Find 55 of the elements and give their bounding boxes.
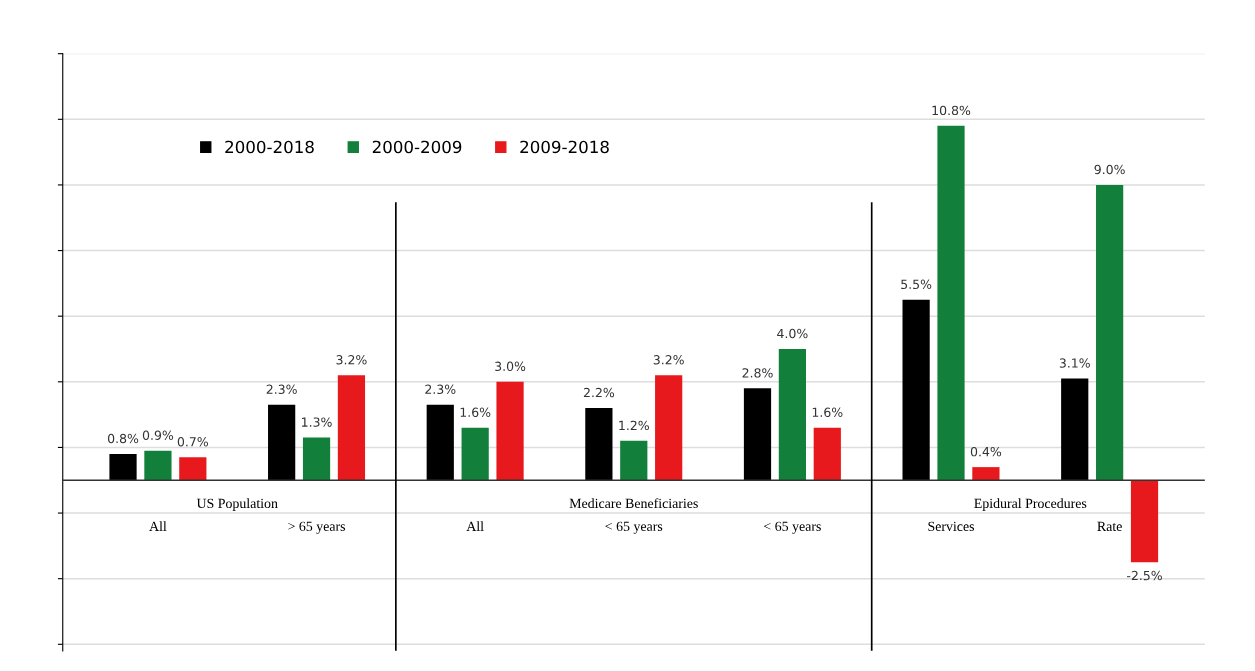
bar	[496, 381, 524, 481]
legend-label: 2000-2018	[225, 140, 314, 154]
x-tick-label: Services	[928, 521, 975, 532]
bar	[337, 375, 366, 481]
x-tick-label: All	[466, 521, 484, 531]
annotation: Epidural Procedures	[974, 498, 1087, 511]
bar	[813, 427, 841, 481]
bar	[1061, 378, 1089, 481]
bar	[743, 388, 772, 481]
x-tick-label: All	[149, 521, 167, 531]
data-label: 2.3%	[266, 384, 297, 395]
bar	[1096, 184, 1124, 481]
annotation: Medicare Beneficiaries	[569, 498, 698, 509]
data-label: 4.0%	[777, 328, 808, 339]
legend-label: 2009-2018	[520, 140, 609, 154]
data-label: 0.9%	[142, 430, 174, 440]
bar	[972, 467, 1000, 481]
data-label: 2.2%	[583, 387, 615, 398]
bar	[620, 440, 648, 481]
x-tick-label: < 65 years	[605, 521, 663, 534]
data-label: 2.3%	[425, 384, 456, 395]
data-label: 9.0%	[1094, 164, 1125, 175]
bar	[179, 457, 207, 481]
bar	[902, 299, 930, 481]
bar	[655, 375, 683, 481]
x-tick-label: < 65 years	[764, 521, 821, 534]
data-label: 1.6%	[812, 407, 843, 417]
x-tick-label: > 65 years	[288, 521, 346, 534]
bar	[426, 404, 454, 481]
data-label: 3.2%	[653, 355, 684, 365]
bar	[1130, 480, 1159, 563]
legend-label: 2000-2009	[372, 140, 462, 154]
x-tick-label: Rate	[1097, 521, 1122, 532]
data-label: 1.2%	[619, 420, 649, 431]
bar	[585, 408, 613, 481]
bar	[937, 125, 965, 481]
data-label: 3.1%	[1059, 358, 1090, 368]
data-label: 0.4%	[970, 446, 1002, 457]
data-label: 3.0%	[495, 361, 526, 372]
data-label: 5.5%	[901, 279, 932, 290]
data-label: 0.7%	[177, 437, 209, 447]
data-label: 2.8%	[742, 368, 773, 378]
data-label: 1.6%	[460, 407, 491, 417]
data-label: 10.8%	[932, 105, 971, 116]
annotation: US Population	[196, 498, 278, 511]
bar	[778, 348, 806, 481]
data-label: -2.5%	[1127, 570, 1162, 581]
data-label: 3.2%	[336, 355, 367, 365]
data-label: 1.3%	[302, 417, 332, 427]
bar	[268, 404, 296, 481]
bar	[109, 453, 137, 481]
bar	[144, 450, 172, 481]
data-label: 0.8%	[107, 433, 139, 444]
bar	[302, 437, 331, 481]
bar	[461, 427, 489, 481]
